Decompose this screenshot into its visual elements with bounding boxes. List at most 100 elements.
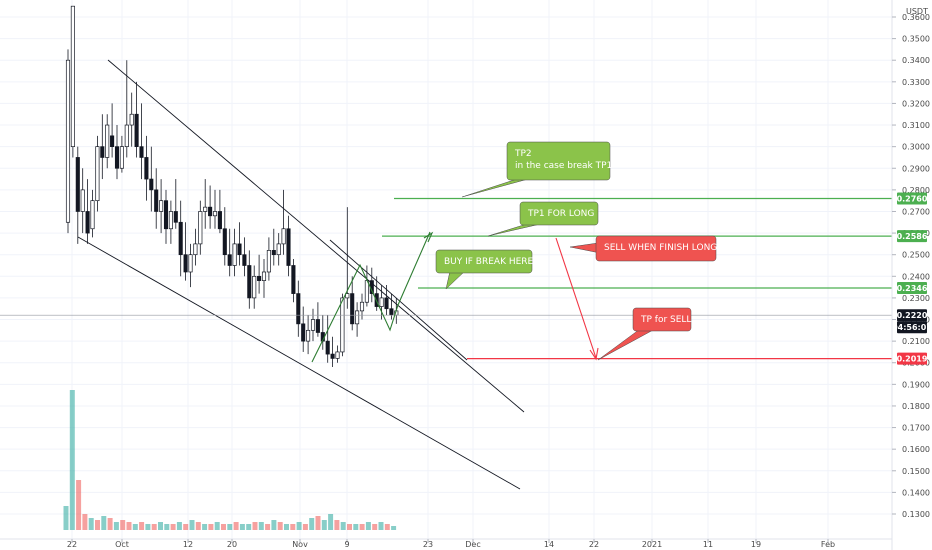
x-tick-label: Oct — [115, 540, 129, 549]
candle — [80, 189, 85, 212]
candle — [350, 293, 355, 325]
candle — [144, 157, 149, 180]
y-tick-label: 0.2300 — [902, 294, 930, 303]
tp2-note[interactable]: TP2 in the case break TP1 — [461, 141, 612, 198]
volume-bar — [258, 522, 264, 530]
candle — [222, 228, 227, 256]
buy-note[interactable]: BUY IF BREAK HERE — [435, 249, 534, 290]
volume-bar — [63, 506, 69, 530]
price-tag-bg — [897, 309, 927, 322]
candle — [212, 211, 218, 217]
y-tick-label: 0.2500 — [902, 251, 930, 260]
sell-path — [555, 237, 597, 359]
y-tick-label: 0.1700 — [902, 424, 930, 433]
candle — [315, 319, 320, 333]
volume-bar — [378, 522, 384, 530]
candle — [105, 124, 110, 158]
candle — [257, 275, 262, 281]
price-tag: 0.2220 — [897, 309, 928, 322]
candle — [70, 5, 75, 148]
volume-bar — [158, 522, 163, 530]
candle — [237, 243, 242, 256]
volume-bar — [151, 524, 157, 530]
volume-bar — [132, 524, 138, 530]
price-tag: 04:56:07 — [892, 321, 932, 334]
y-tick-label: 0.1800 — [902, 402, 930, 411]
tp-sell-note[interactable]: TP for SELL — [597, 307, 691, 361]
price-tag-bg — [897, 352, 927, 365]
x-axis: 22 Oct 12 20 Nov 9 23 Dec 14 22 2021 11 19 Feb — [67, 539, 835, 549]
price-tags: 0.2760 0.2586 0.2346 0.2220 04:56:07 0.2019 — [892, 192, 932, 365]
candle — [286, 228, 291, 266]
candle — [119, 146, 124, 169]
grid — [0, 0, 892, 539]
candle — [139, 146, 144, 158]
tp1-note[interactable]: TP1 FOR LONG — [487, 201, 599, 237]
volume-bar — [277, 522, 283, 530]
volume-bar — [221, 524, 226, 530]
price-tag-bg — [897, 230, 927, 243]
candle — [75, 157, 80, 212]
volume-bar — [315, 516, 321, 530]
candle — [355, 310, 360, 325]
x-tick-label: 19 — [751, 540, 761, 549]
volume-bar — [290, 524, 296, 530]
candle — [110, 135, 115, 148]
y-tick-label: 0.1900 — [902, 380, 930, 389]
volume-bar — [328, 514, 334, 530]
candle — [65, 59, 71, 223]
y-tick-label: 0.2400 — [902, 272, 930, 281]
volume-bar — [353, 524, 359, 530]
x-tick-label: 12 — [183, 540, 193, 549]
callout-box — [519, 201, 599, 226]
volume-bar — [183, 524, 189, 530]
x-tick-label: 11 — [703, 540, 713, 549]
y-tick-label: 0.1600 — [902, 445, 930, 454]
volume-bar — [302, 524, 308, 530]
x-tick-label: 14 — [544, 540, 554, 549]
volume-bar — [233, 522, 239, 530]
x-tick-label: 2021 — [642, 540, 662, 549]
price-tag-label: 0.2220 — [897, 311, 928, 320]
price-tag-label: 0.2586 — [897, 232, 928, 241]
volume-bar — [126, 522, 132, 530]
sell-note[interactable]: SELL WHEN FINISH LONG — [569, 235, 717, 262]
volume-bar — [88, 518, 94, 530]
candle — [100, 146, 105, 158]
candle — [90, 200, 95, 230]
candle — [281, 228, 286, 245]
candle — [247, 265, 252, 299]
candle — [193, 243, 198, 256]
volume-bar — [271, 520, 277, 530]
callout-text: in the case break TP1 — [515, 161, 612, 171]
candle — [183, 254, 188, 273]
volume-bar — [347, 524, 352, 530]
candle — [178, 221, 183, 256]
volume-bar — [296, 522, 302, 530]
y-tick-label: 0.3200 — [902, 99, 930, 108]
price-tag-label: 0.2019 — [897, 355, 928, 364]
candle — [310, 319, 316, 331]
long-arrow-head — [423, 231, 434, 243]
callout-box — [595, 235, 717, 262]
callout-text: TP1 FOR LONG — [527, 209, 594, 219]
volume-bar — [145, 524, 151, 530]
volume-bar — [107, 518, 113, 530]
price-tag-bg — [897, 281, 927, 294]
candle — [359, 301, 365, 312]
y-tick-label: 0.1500 — [902, 467, 930, 476]
volume-bar — [284, 524, 289, 530]
candle — [168, 211, 173, 230]
candle — [208, 206, 213, 217]
candle — [159, 200, 164, 212]
candle — [271, 250, 276, 256]
volume-bar — [82, 514, 88, 530]
candle — [242, 254, 247, 266]
volume-bar — [113, 522, 119, 530]
volume-bar — [69, 390, 75, 530]
candle — [134, 113, 139, 148]
callout-box — [506, 141, 611, 181]
x-tick-label: Dec — [465, 540, 480, 549]
